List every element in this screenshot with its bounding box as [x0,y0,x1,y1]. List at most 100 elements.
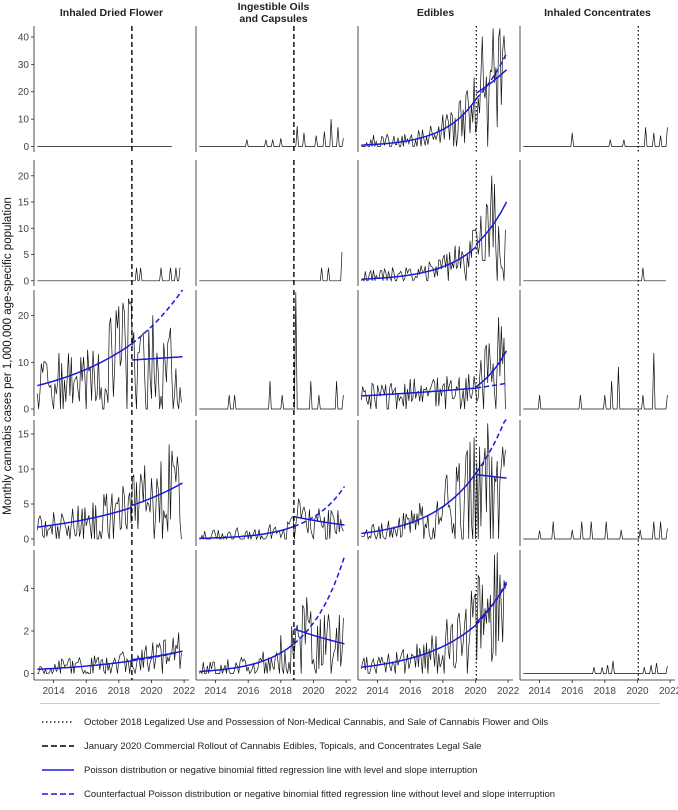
observed-series [523,660,668,674]
column-title: Inhaled Concentrates [544,7,651,19]
observed-series [360,317,506,410]
y-tick-label: 20 [18,311,30,322]
fitted-line-post [475,350,508,388]
observed-series [361,28,506,147]
column-title: and Capsules [239,13,307,25]
legend-item-fitted: Poisson distribution or negative binomia… [40,758,660,782]
y-tick-label: 0 [23,405,29,416]
y-tick-label: 0 [23,276,29,287]
panel-r1-c2 [357,160,508,286]
legend-label-dotted: October 2018 Legalized Use and Possessio… [84,716,549,728]
fitted-line-pre [199,525,295,540]
observed-series [199,597,344,675]
y-tick-label: 10 [18,358,30,369]
y-tick-label: 10 [18,465,30,476]
observed-series [36,444,182,540]
observed-series [523,127,668,147]
observed-series [199,251,343,282]
counterfactual-line [293,486,346,528]
panel-r3-c3 [519,420,668,546]
y-tick-label: 30 [18,60,30,71]
x-tick-label: 2018 [270,686,293,697]
y-tick-label: 0 [23,142,29,153]
legend-swatch-dotted [42,721,74,723]
x-tick-label: 2016 [399,686,422,697]
y-tick-label: 15 [18,198,30,209]
panel-r0-c0 [31,26,172,152]
column-title: Edibles [417,7,455,19]
observed-series [199,119,344,147]
panel-r0-c3 [519,26,668,152]
panel-r3-c1 [195,420,346,546]
panel-r2-c3 [519,290,668,416]
observed-series [36,298,182,410]
y-tick-label: 10 [18,224,30,235]
fitted-line-pre [361,472,477,535]
fitted-line-post [131,355,183,361]
panel-r2-c0 [31,289,184,416]
y-tick-label: 20 [18,171,30,182]
y-tick-label: 5 [23,250,29,261]
legend-item-dotted: October 2018 Legalized Use and Possessio… [40,710,660,734]
counterfactual-line [131,650,183,662]
counterfactual-line [475,581,508,626]
x-tick-label: 2022 [497,686,520,697]
x-tick-label: 2020 [464,686,487,697]
panel-r2-c2 [357,290,508,416]
panel-r3-c0 [31,420,183,546]
x-tick-label: 2014 [204,686,227,697]
column-title: Ingestible Oils [238,1,310,13]
y-tick-label: 0 [23,669,29,680]
x-tick-label: 2016 [75,686,98,697]
legend-item-dashed: January 2020 Commercial Rollout of Canna… [40,734,660,758]
x-tick-label: 2022 [173,686,196,697]
x-tick-label: 2020 [626,686,649,697]
fitted-line-post [131,482,183,507]
y-tick-label: 20 [18,87,30,98]
x-tick-label: 2020 [140,686,163,697]
x-tick-label: 2022 [335,686,358,697]
fitted-line-pre [361,98,477,146]
fitted-line-post [475,69,508,94]
y-tick-label: 5 [23,500,29,511]
legend-label-counterfactual: Counterfactual Poisson distribution or n… [84,788,556,800]
fitted-line-pre [37,343,133,387]
x-tick-label: 2016 [561,686,584,697]
fitted-line-pre [199,643,295,673]
y-tick-label: 4 [23,584,29,595]
x-tick-label: 2022 [659,686,678,697]
x-tick-label: 2018 [594,686,617,697]
counterfactual-line [475,419,507,473]
fitted-line-pre [361,624,477,668]
y-tick-label: 10 [18,115,30,126]
y-axis-label: Monthly cannabis cases per 1,000,000 age… [2,197,14,515]
observed-series [37,267,181,282]
observed-series [361,175,506,283]
fitted-line-post [475,201,508,245]
panel-r0-c2 [357,26,508,152]
x-tick-label: 2014 [366,686,389,697]
y-tick-label: 2 [23,626,29,637]
panel-r4-c2: 2014 2016 2018 2020 2022 [357,550,520,697]
panel-r0-c1 [195,26,344,152]
x-tick-label: 2018 [108,686,131,697]
panel-r4-c1: 2014 2016 2018 2020 2022 [195,550,358,697]
fitted-line-post [293,628,345,645]
x-tick-label: 2014 [42,686,65,697]
fitted-line-post [293,515,345,526]
legend-swatch-dashed [42,745,74,747]
observed-series [523,352,668,410]
legend-swatch-counterfactual [42,793,74,795]
observed-series [523,267,666,282]
fitted-line-pre [37,506,133,528]
panel-r4-c3: 2014 2016 2018 2020 2022 [519,550,678,697]
y-tick-label: 40 [18,32,30,43]
legend-label-dashed: January 2020 Commercial Rollout of Canna… [84,740,482,752]
x-tick-label: 2014 [528,686,551,697]
fitted-line-pre [361,387,477,397]
x-tick-label: 2016 [237,686,260,697]
x-tick-label: 2020 [302,686,325,697]
fitted-line-pre [361,246,477,280]
fitted-line-pre [37,660,133,671]
